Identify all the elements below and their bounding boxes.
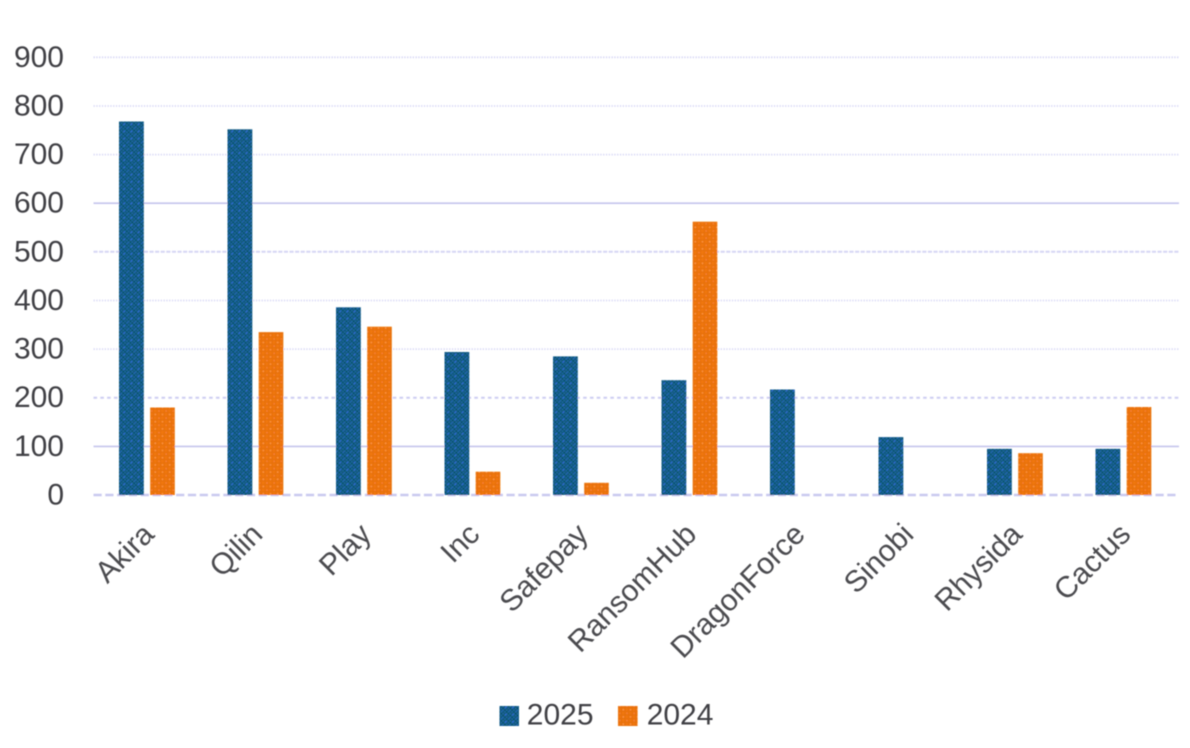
svg-text:100: 100 <box>14 430 64 463</box>
svg-text:900: 900 <box>14 41 64 74</box>
svg-text:500: 500 <box>14 235 64 268</box>
svg-text:400: 400 <box>14 284 64 317</box>
svg-text:600: 600 <box>14 187 64 220</box>
svg-text:800: 800 <box>14 90 64 123</box>
svg-text:2024: 2024 <box>647 699 714 732</box>
svg-text:700: 700 <box>14 138 64 171</box>
svg-text:200: 200 <box>14 381 64 414</box>
svg-text:300: 300 <box>14 333 64 366</box>
svg-text:2025: 2025 <box>527 699 594 732</box>
svg-text:0: 0 <box>47 479 64 512</box>
